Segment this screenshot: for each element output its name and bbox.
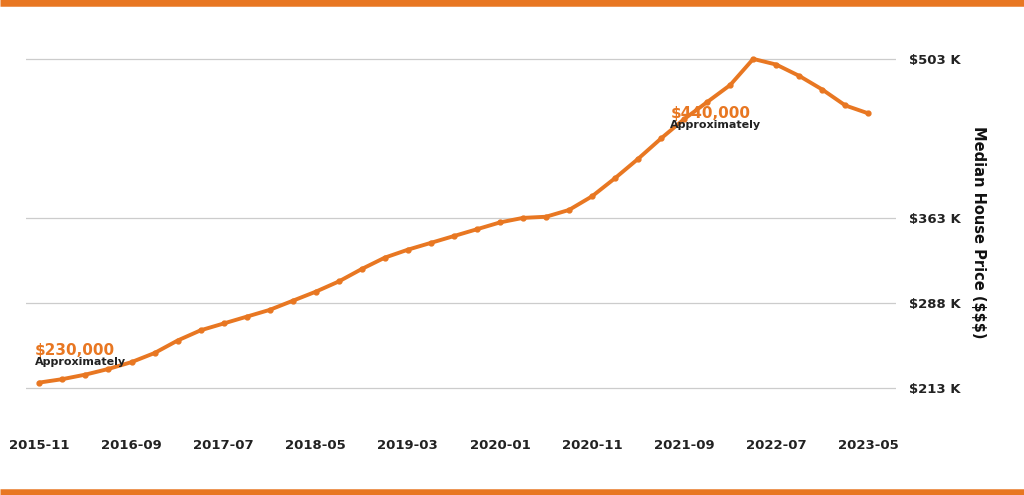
Y-axis label: Median House Price ($$$): Median House Price ($$$) [971,126,986,339]
Text: $440,000: $440,000 [671,106,751,121]
Text: Approximately: Approximately [671,120,762,131]
Text: Approximately: Approximately [35,357,126,367]
Text: $230,000: $230,000 [35,343,115,357]
